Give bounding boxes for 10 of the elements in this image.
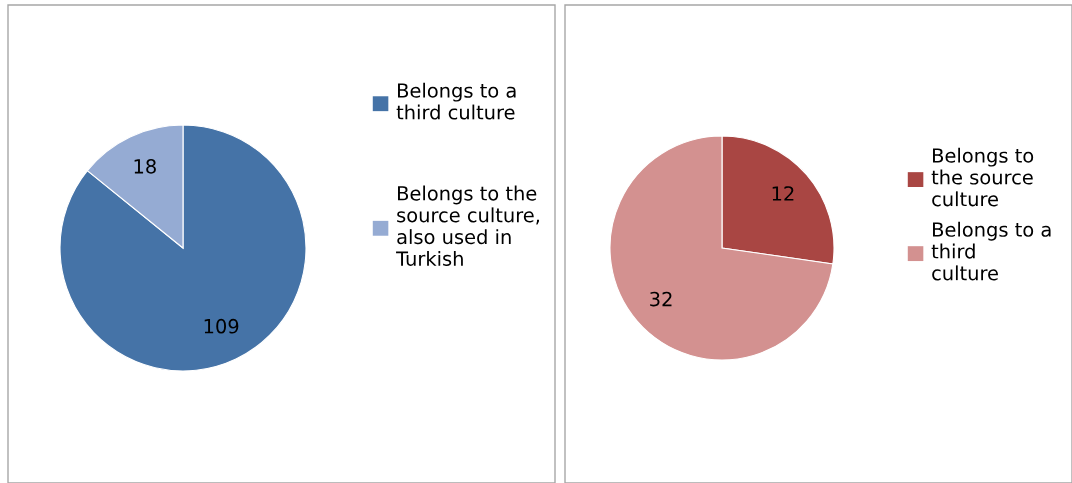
pie-slice [59, 124, 307, 372]
data-label: 109 [204, 318, 239, 334]
legend-label: Belongs to the source culture, also used in Turkish [396, 185, 540, 266]
data-label: 18 [134, 159, 156, 174]
legend-label: Belongs to a third culture [396, 82, 516, 120]
data-label: 12 [772, 186, 794, 201]
pie-slice [609, 135, 834, 361]
legend-label: Belongs to the source culture [931, 147, 1034, 207]
legend-label: Belongs to a third culture [931, 221, 1051, 281]
data-label: 32 [650, 291, 672, 307]
